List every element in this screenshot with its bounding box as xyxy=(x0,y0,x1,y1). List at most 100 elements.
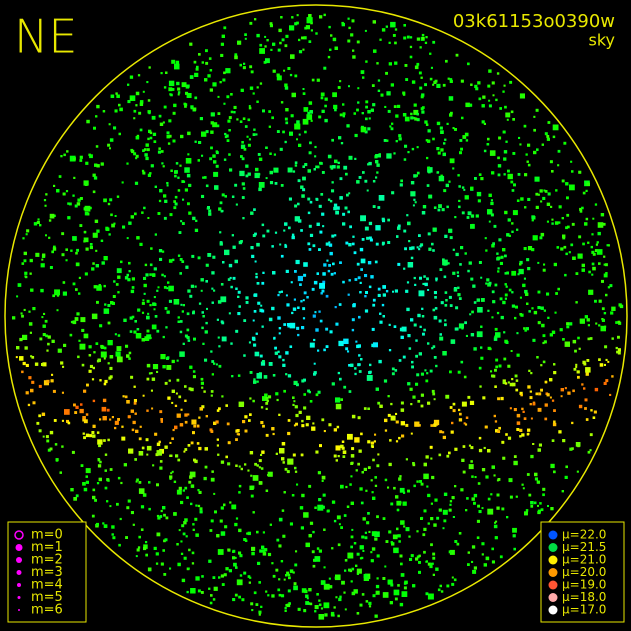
star xyxy=(136,548,140,552)
star xyxy=(376,577,379,580)
star xyxy=(240,144,246,149)
star xyxy=(379,38,382,41)
star xyxy=(203,390,206,393)
star xyxy=(407,334,411,338)
star xyxy=(150,164,154,168)
star xyxy=(453,288,458,292)
star xyxy=(525,292,529,296)
star xyxy=(351,447,355,451)
star xyxy=(438,319,442,323)
star xyxy=(357,462,360,466)
star xyxy=(415,174,418,177)
star xyxy=(304,163,308,167)
star xyxy=(467,211,472,216)
star xyxy=(604,263,608,267)
star xyxy=(394,289,398,293)
star xyxy=(216,534,220,538)
star xyxy=(301,379,305,383)
star xyxy=(177,562,181,567)
star xyxy=(351,461,354,465)
star xyxy=(310,29,313,32)
star xyxy=(591,273,594,276)
star xyxy=(427,342,430,345)
star xyxy=(97,439,103,445)
star xyxy=(271,245,274,248)
star xyxy=(357,276,361,280)
star xyxy=(334,108,337,112)
star xyxy=(405,458,408,461)
star xyxy=(333,104,338,109)
star xyxy=(549,378,553,382)
brightness-label: μ=21.0 xyxy=(562,553,606,567)
star xyxy=(513,547,516,551)
star xyxy=(168,80,175,87)
star xyxy=(179,320,183,323)
star xyxy=(519,260,523,265)
star xyxy=(358,354,361,357)
star xyxy=(287,419,291,422)
star xyxy=(186,496,189,499)
star xyxy=(94,219,99,223)
star xyxy=(454,327,458,331)
star xyxy=(151,377,156,381)
star xyxy=(215,363,218,366)
star xyxy=(370,559,374,563)
star xyxy=(184,420,188,424)
star xyxy=(248,138,251,141)
star xyxy=(502,379,506,383)
star xyxy=(164,199,168,203)
star xyxy=(445,394,450,399)
star xyxy=(335,574,341,581)
star xyxy=(138,535,141,539)
star xyxy=(237,290,241,294)
star xyxy=(181,82,187,88)
star xyxy=(353,251,357,255)
star xyxy=(159,410,163,414)
star xyxy=(287,573,291,577)
star xyxy=(464,252,467,255)
star xyxy=(476,298,480,302)
star xyxy=(497,256,501,260)
star xyxy=(241,141,244,144)
star xyxy=(526,258,530,262)
star xyxy=(493,474,496,477)
star xyxy=(488,99,491,102)
star xyxy=(461,116,464,120)
star xyxy=(139,128,143,132)
star xyxy=(168,379,171,382)
star xyxy=(130,97,133,101)
star xyxy=(91,514,95,518)
star xyxy=(514,374,518,378)
star xyxy=(343,165,348,170)
star xyxy=(350,501,354,505)
star xyxy=(473,347,477,351)
star xyxy=(245,301,249,304)
star xyxy=(243,319,247,322)
star xyxy=(557,164,560,167)
star xyxy=(188,387,192,391)
star xyxy=(547,121,551,124)
star xyxy=(224,525,228,529)
star xyxy=(152,464,155,467)
star xyxy=(398,359,402,362)
star xyxy=(159,466,163,470)
star xyxy=(504,293,508,297)
star xyxy=(45,334,48,338)
star xyxy=(176,81,180,86)
star xyxy=(577,336,580,340)
star xyxy=(494,521,496,524)
star xyxy=(278,28,282,33)
star xyxy=(109,138,114,142)
star xyxy=(520,393,523,397)
star xyxy=(418,290,425,297)
star xyxy=(66,150,69,153)
star xyxy=(464,423,468,426)
star xyxy=(400,335,404,339)
star xyxy=(574,349,577,353)
star xyxy=(265,433,269,437)
star xyxy=(432,308,436,312)
star xyxy=(39,337,43,341)
star xyxy=(205,61,209,65)
star xyxy=(316,165,320,169)
star xyxy=(298,38,301,42)
